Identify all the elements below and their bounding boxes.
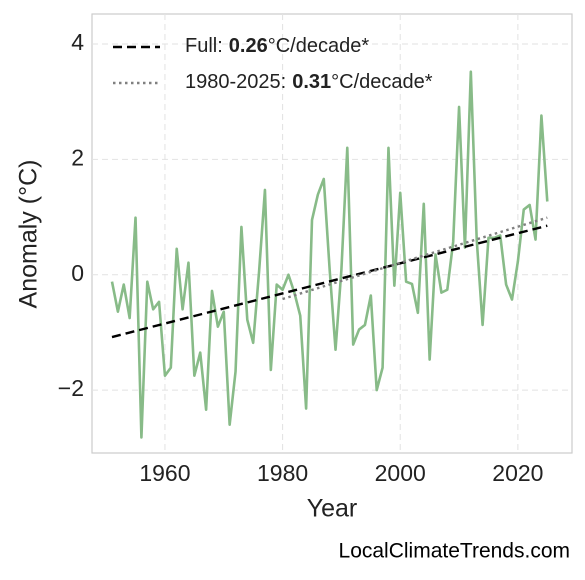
- legend: Full: 0.26°C/decade*1980-2025: 0.31°C/deca…: [113, 35, 433, 93]
- legend-rate: 0.31: [292, 71, 331, 93]
- y-tick-label: 2: [71, 144, 84, 170]
- trend-line: [282, 216, 548, 301]
- lines: [110, 70, 549, 439]
- legend-label-prefix: Full:: [185, 35, 223, 57]
- x-tick-label: 2020: [492, 460, 543, 486]
- x-tick-label: 2000: [375, 460, 426, 486]
- x-axis-label: Year: [307, 495, 358, 523]
- legend-label: 1980-2025: 0.31°C/decade*: [185, 71, 433, 93]
- y-tick-label: −2: [58, 375, 84, 401]
- y-axis-label: Anomaly (°C): [15, 160, 43, 309]
- y-tick-label: 4: [71, 29, 84, 55]
- trend-line: [111, 224, 548, 339]
- legend-label: Full: 0.26°C/decade*: [185, 35, 369, 57]
- x-tick-label: 1980: [257, 460, 308, 486]
- legend-unit: °C/decade*: [331, 71, 433, 93]
- x-tick-label: 1960: [139, 460, 190, 486]
- legend-unit: °C/decade*: [268, 35, 370, 57]
- y-tick-label: 0: [71, 260, 84, 286]
- grid: [92, 14, 572, 453]
- footer: LocalClimateTrends.com: [339, 540, 570, 563]
- plot-frame: [91, 13, 573, 454]
- legend-rate: 0.26: [229, 35, 268, 57]
- legend-label-prefix: 1980-2025:: [185, 71, 286, 93]
- anomaly-line: [110, 70, 549, 439]
